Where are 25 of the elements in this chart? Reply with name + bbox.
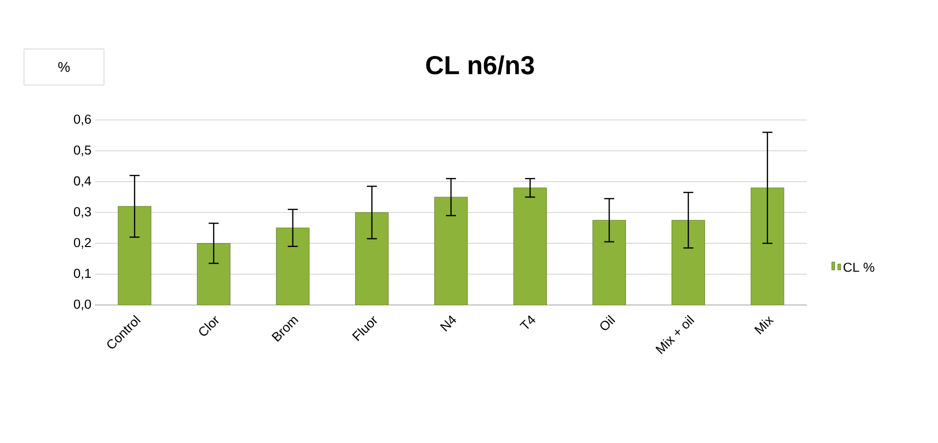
x-tick-label: T4	[520, 315, 536, 329]
bar	[276, 228, 310, 305]
y-tick-label: 0,4	[74, 176, 92, 188]
bar	[434, 196, 468, 305]
y-axis-title: %	[58, 62, 70, 72]
y-tick-label: 0,0	[74, 300, 91, 310]
y-tick-label: 0,5	[74, 145, 91, 156]
chart-title: CL n6/n3	[426, 55, 534, 75]
bar	[750, 188, 784, 305]
bar	[672, 220, 706, 305]
bar	[513, 188, 547, 305]
bar	[355, 212, 389, 305]
x-tick-label: N4	[440, 315, 456, 332]
y-tick-label: 0,2	[74, 238, 91, 249]
x-tick-label: Clor	[199, 316, 219, 336]
bar	[118, 206, 152, 305]
y-tick-label: 0,6	[74, 114, 91, 126]
x-tick-label: Oil	[600, 314, 616, 330]
legend-label: CL %	[844, 262, 874, 272]
y-tick-label: 0,3	[74, 207, 91, 218]
bar	[592, 220, 626, 305]
x-tick-label: Mix	[754, 316, 774, 334]
bar	[196, 243, 230, 305]
y-tick-label: 0,1	[74, 268, 91, 280]
x-tick-label: Mix + oil	[655, 314, 694, 354]
